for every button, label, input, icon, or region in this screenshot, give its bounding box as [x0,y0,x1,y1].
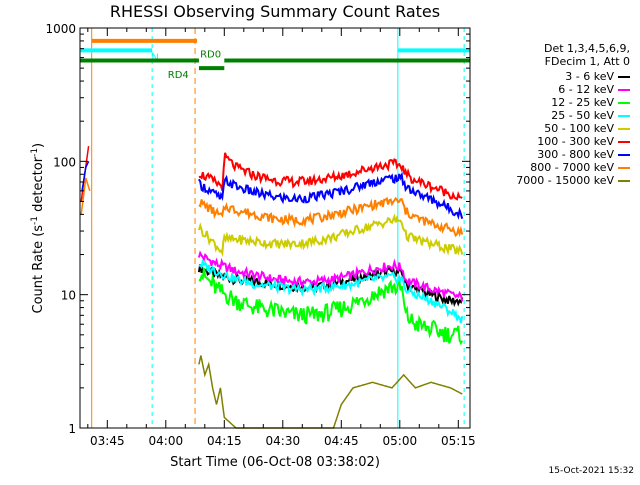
legend-label: 25 - 50 keV [551,109,614,122]
chart-title: RHESSI Observing Summary Count Rates [109,2,441,21]
x-tick-label: 04:45 [324,434,359,448]
legend-item: 3 - 6 keV [565,70,630,83]
early-spike-line [80,177,91,215]
legend-item: 7000 - 15000 keV [516,174,630,187]
series-line [198,267,464,346]
x-tick-label: 05:00 [383,434,418,448]
flag-label: N [151,52,158,63]
legend-label: 50 - 100 keV [544,122,614,135]
y-tick-label: 1 [68,422,76,436]
legend-label: 800 - 7000 keV [530,161,614,174]
legend-item: 25 - 50 keV [551,109,630,122]
series-line [198,196,464,238]
y-axis-label: Count Rate (s-1 detector-1) [30,128,46,328]
series-line [198,152,463,201]
legend-item: 100 - 300 keV [537,135,630,148]
legend-header-line: Det 1,3,4,5,6,9, [543,42,630,55]
legend-label: 300 - 800 keV [537,148,614,161]
series-group [80,145,464,429]
y-axis-label-exp: -1 [29,215,40,225]
series-line [197,250,464,302]
footer-date: 15-Oct-2021 15:32 [548,466,634,476]
legend-label: 6 - 12 keV [558,83,614,96]
series-line [198,355,463,429]
legend-label: 100 - 300 keV [537,135,614,148]
reference-lines [79,28,465,428]
legend-swatch [618,180,630,182]
x-tick-label: 04:15 [207,434,242,448]
legend-swatch [618,167,630,169]
plot-frame [79,27,471,429]
x-tick-label: 04:00 [149,434,184,448]
flag-label: RD0 [200,50,221,61]
y-axis-label-part: ) [31,142,47,148]
y-axis-label-part: detector [31,156,47,216]
axes: 03:45 04:00 04:15 04:30 04:45 05:00 05:15 1 10 10… [45,22,475,448]
legend-label: 7000 - 15000 keV [516,174,614,187]
x-tick-label: 05:15 [441,434,476,448]
flag-label: RD4 [168,70,189,81]
legend-item: 6 - 12 keV [558,83,630,96]
y-axis-label-exp: -1 [29,147,40,157]
legend-item: 12 - 25 keV [551,96,630,109]
x-tick-label: 04:30 [266,434,301,448]
early-spike-line [81,160,90,192]
legend-label: 3 - 6 keV [565,70,614,83]
x-tick-label: 03:45 [90,434,125,448]
legend-swatch [618,89,630,91]
x-axis-label: Start Time (06-Oct-08 03:38:02) [170,455,380,470]
legend-item: 800 - 7000 keV [530,161,630,174]
y-axis-label-part: Count Rate (s [31,224,47,314]
legend-item: 50 - 100 keV [544,122,630,135]
y-tick-label: 10 [61,289,76,303]
legend-swatch [618,115,630,117]
legend-swatch [618,76,630,78]
series-line [198,171,464,220]
legend-swatch [618,102,630,104]
y-tick-label: 100 [53,155,76,169]
y-tick-label: 1000 [45,22,76,36]
legend-header-line: FDecim 1, Att 0 [544,55,630,68]
legend-item: 300 - 800 keV [537,148,630,161]
legend-swatch [618,128,630,130]
legend-label: 12 - 25 keV [551,96,614,109]
legend-swatch [618,141,630,143]
series-line [197,213,464,257]
flag-bars: N RD0 RD4 [80,38,470,81]
series-line [198,258,464,324]
legend-swatch [618,154,630,156]
